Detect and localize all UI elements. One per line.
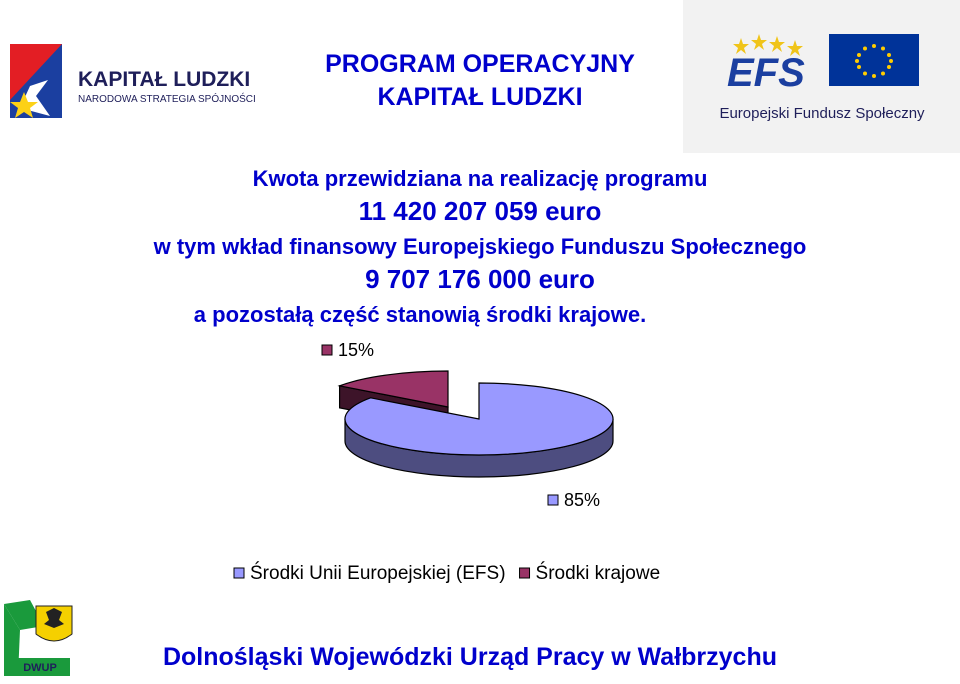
star-icon <box>10 92 38 118</box>
program-title-line2: KAPITAŁ LUDZKI <box>377 83 583 111</box>
efs-stars-icon <box>733 34 803 56</box>
office-name: Dolnośląski Wojewódzki Urząd Pracy w Wał… <box>162 643 778 671</box>
dwup-logo: DWUP <box>4 600 73 676</box>
kl-logo-title: KAPITAŁ LUDZKI <box>78 68 250 91</box>
legend-swatch-0 <box>233 567 245 579</box>
dwup-logo-text: DWUP <box>23 662 57 674</box>
data-label-swatch-1 <box>321 344 333 356</box>
data-label-efs: 85% <box>564 490 600 510</box>
efs-logo-text: EFS <box>727 51 805 95</box>
eu-flag-icon <box>829 34 919 86</box>
data-label-swatch-0 <box>547 494 559 506</box>
program-title: PROGRAM OPERACYJNY KAPITAŁ LUDZKI <box>290 48 670 114</box>
legend-swatch-1 <box>519 567 531 579</box>
program-amount-value: 11 420 207 059 euro <box>358 196 602 226</box>
efs-caption: Europejski Fundusz Społeczny <box>719 105 925 122</box>
kapital-ludzki-logo: KAPITAŁ LUDZKI NARODOWA STRATEGIA SPÓJNO… <box>10 44 256 118</box>
pie-slice-efs <box>344 382 614 478</box>
legend-item-0: Środki Unii Europejskiej (EFS) <box>250 562 506 584</box>
national-funds-note: a pozostałą część stanowią środki krajow… <box>193 302 647 327</box>
efs-contribution-label: w tym wkład finansowy Europejskiego Fund… <box>153 234 807 259</box>
efs-contribution-value: 9 707 176 000 euro <box>365 264 595 294</box>
funding-pie-chart: 85% 15% Środki Unii Europejskiej (EFS) Śro… <box>233 340 661 584</box>
data-label-krajowe: 15% <box>338 340 374 360</box>
program-title-line1: PROGRAM OPERACYJNY <box>325 50 635 78</box>
legend-item-1: Środki krajowe <box>536 562 661 584</box>
kl-logo-subtitle: NARODOWA STRATEGIA SPÓJNOŚCI <box>78 92 256 105</box>
efs-logo: EFS Europejski Fundusz Społeczny <box>683 0 960 153</box>
program-amount-label: Kwota przewidziana na realizację program… <box>252 166 708 191</box>
